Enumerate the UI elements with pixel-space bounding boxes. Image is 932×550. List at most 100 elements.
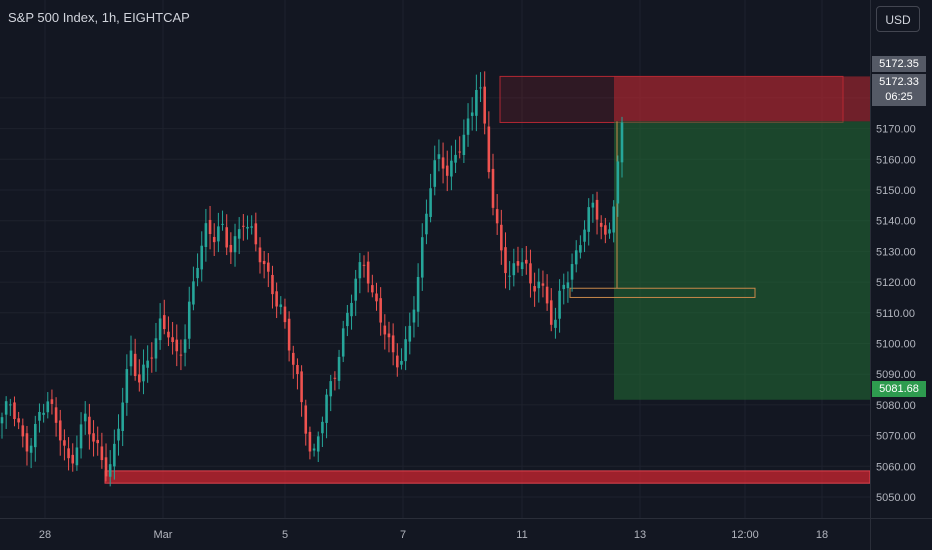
chart-title: S&P 500 Index, 1h, EIGHTCAP (8, 10, 190, 25)
candle-body (383, 325, 387, 335)
candle-body (566, 282, 570, 289)
y-tick-label: 5050.00 (876, 492, 916, 504)
x-tick-label: 5 (282, 529, 288, 541)
candle-body (217, 226, 220, 242)
candle-body (350, 302, 353, 317)
candle-body (341, 328, 345, 357)
candle-body (254, 223, 258, 245)
x-tick-label: 13 (634, 529, 646, 541)
x-tick-label: 28 (39, 529, 51, 541)
stop-price-tag: 5081.68 (872, 381, 926, 397)
candle-body (96, 439, 99, 444)
candle-body (604, 225, 607, 235)
candle-body (108, 464, 112, 477)
y-tick-label: 5150.00 (876, 185, 916, 197)
take-profit-zone (614, 121, 870, 400)
candle-body (420, 237, 424, 278)
candle-body (445, 165, 449, 176)
candle-body (279, 304, 283, 308)
candle-body (479, 87, 482, 89)
candle-body (612, 206, 615, 233)
candle-body (154, 338, 158, 359)
candle-body (33, 423, 37, 448)
candle-body (142, 364, 145, 382)
candle-body (558, 290, 561, 319)
candle-body (212, 236, 216, 243)
y-tick-label: 5120.00 (876, 277, 916, 289)
candle-body (67, 448, 70, 459)
candle-body (346, 312, 349, 327)
candle-body (541, 283, 545, 286)
candle-body (200, 245, 204, 270)
candle-body (375, 293, 378, 302)
candle-body (9, 404, 12, 406)
candle-body (242, 225, 245, 227)
candle-body (371, 285, 374, 293)
candle-body (562, 284, 566, 290)
candle-body (291, 352, 295, 365)
y-tick-label: 5140.00 (876, 216, 916, 228)
x-tick-label: Mar (154, 529, 173, 541)
candle-body (196, 267, 199, 279)
candle-body (529, 263, 532, 284)
candle-body (508, 275, 511, 277)
candle-body (462, 134, 466, 156)
candle-body (88, 416, 91, 435)
candle-body (595, 199, 599, 220)
candle-body (554, 319, 557, 328)
candle-body (179, 354, 183, 356)
candle-body (579, 245, 582, 253)
candle-body (192, 281, 195, 305)
candle-body (92, 433, 95, 442)
candle-body (441, 157, 445, 169)
candle-body (429, 188, 432, 217)
candle-body (487, 126, 491, 173)
candle-body (321, 421, 324, 434)
candle-body (233, 236, 237, 253)
x-tick-label: 7 (400, 529, 406, 541)
candle-body (437, 154, 441, 159)
currency-button[interactable]: USD (876, 6, 920, 32)
candle-body (475, 89, 478, 116)
x-tick-label: 12:00 (731, 529, 759, 541)
candle-body (362, 264, 366, 266)
candle-body (466, 118, 470, 135)
y-tick-label: 5170.00 (876, 124, 916, 136)
candle-body (54, 407, 58, 423)
candle-body (100, 446, 104, 461)
candle-body (454, 154, 457, 163)
candle-body (29, 445, 33, 453)
candle-body (125, 369, 129, 403)
candle-body (71, 454, 75, 464)
candle-body (616, 161, 620, 204)
candle-body (175, 339, 179, 352)
x-tick-label: 18 (816, 529, 828, 541)
candle-body (183, 339, 187, 353)
candle-body (204, 223, 208, 248)
candle-body (104, 457, 108, 477)
candle-body (287, 318, 291, 351)
candle-body (250, 226, 253, 228)
candle-body (50, 399, 54, 404)
candle-body (79, 424, 83, 449)
candle-body (599, 222, 603, 227)
candle-body (574, 250, 578, 265)
candle-body (271, 274, 274, 295)
y-tick-label: 5110.00 (876, 308, 915, 320)
candle-body (379, 298, 382, 323)
candle-body (333, 377, 337, 379)
candle-body (520, 262, 524, 270)
y-tick-label: 5090.00 (876, 369, 916, 381)
candle-body (396, 355, 399, 368)
bar-countdown: 06:25 (885, 91, 913, 103)
candle-body (337, 356, 341, 381)
stop-loss-zone (614, 76, 870, 122)
candle-body (267, 262, 270, 272)
candle-body (133, 353, 137, 377)
candle-body (146, 360, 149, 368)
candle-body (13, 402, 16, 420)
entry-zone-box (569, 287, 756, 298)
candle-body (620, 122, 624, 163)
